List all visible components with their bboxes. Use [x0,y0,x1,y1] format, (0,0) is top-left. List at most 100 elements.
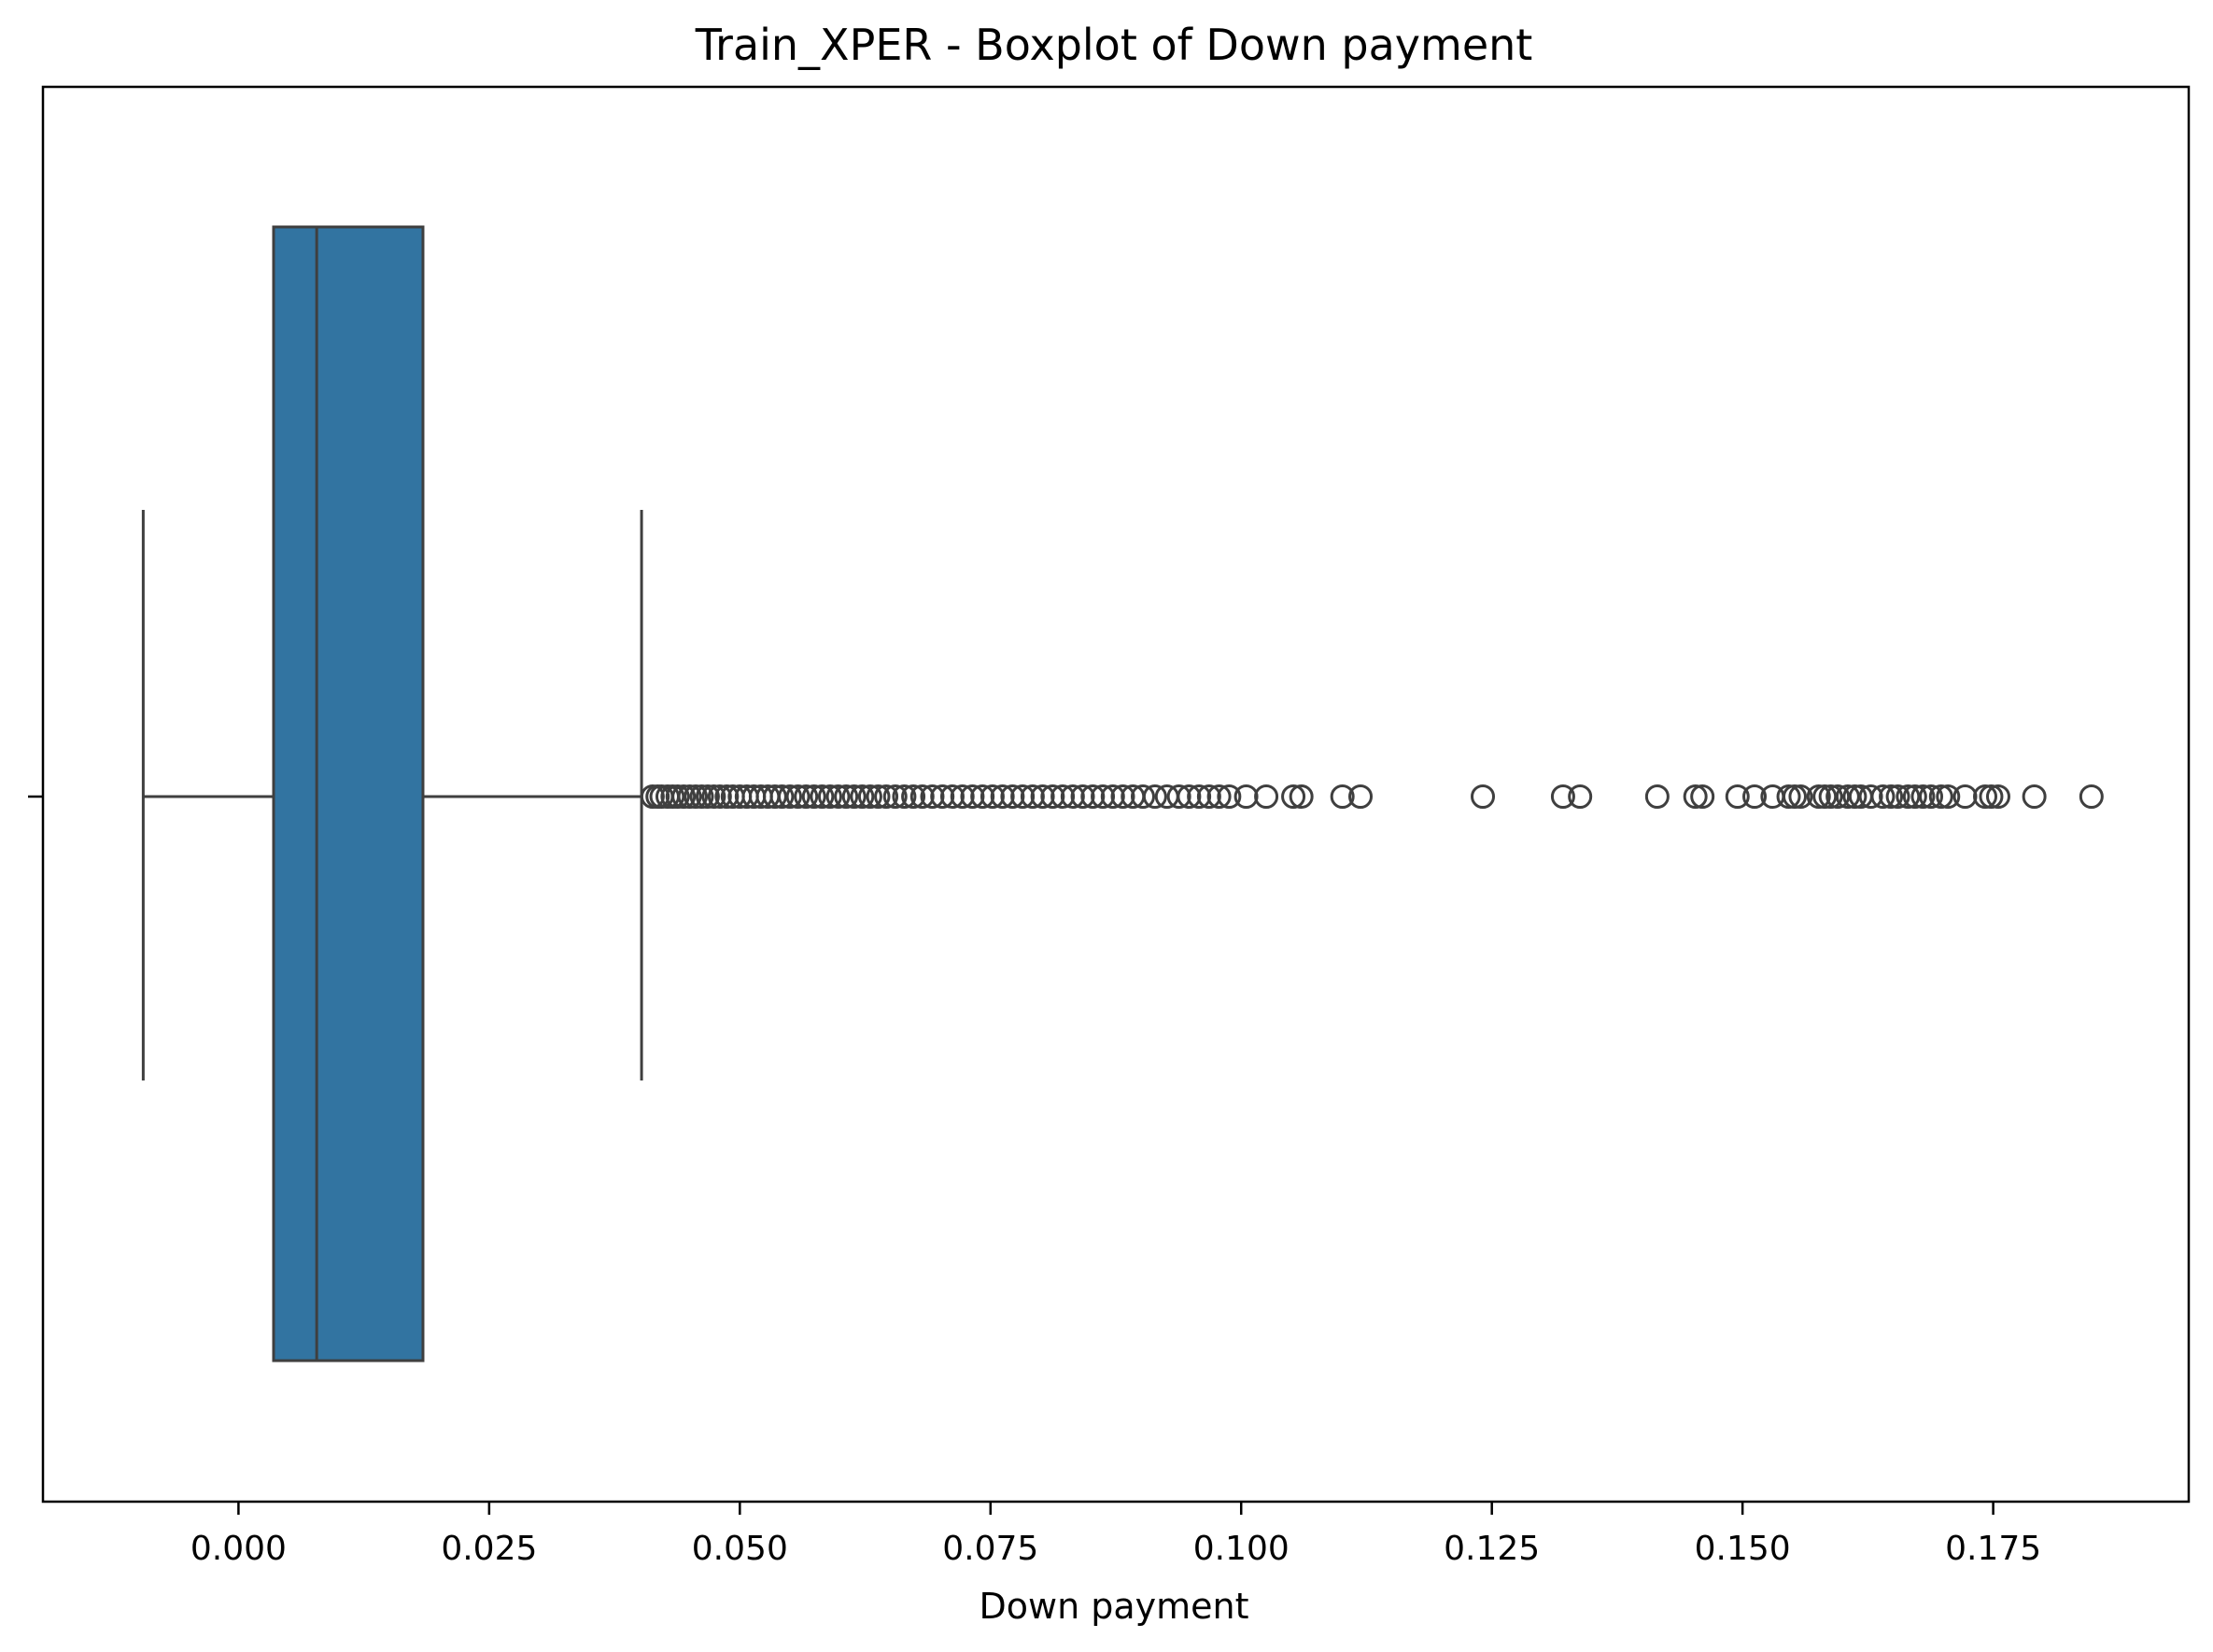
x-tick-label: 0.100 [1193,1530,1290,1568]
outlier-point [671,784,697,809]
outlier-point [1825,784,1851,809]
outlier-point [1177,784,1202,809]
outlier-point [1973,784,1998,809]
outlier-point [1142,784,1167,809]
outlier-point [1725,784,1750,809]
outlier-point [990,784,1015,809]
outlier-point [1812,784,1838,809]
outlier-point [1885,784,1910,809]
outlier-point [920,784,945,809]
x-axis-label: Down payment [979,1586,1248,1627]
outlier-point [892,784,917,809]
outlier-point [866,784,891,809]
outlier-point [1130,784,1155,809]
outlier-point [1080,784,1106,809]
outlier-point [1835,784,1860,809]
outlier-point [817,784,842,809]
outlier-point [1858,784,1883,809]
outlier-point [1040,784,1065,809]
outlier-point [970,784,995,809]
outlier-point [701,784,726,809]
outlier-point [1070,784,1095,809]
outlier-point [882,784,908,809]
outlier-point [1896,784,1921,809]
x-tick-label: 0.150 [1695,1530,1791,1568]
plot-area [141,225,2104,1363]
outlier-point [825,784,851,809]
outlier-point [785,784,810,809]
outlier-point [810,784,835,809]
outlier-point [1870,784,1896,809]
outlier-point [1776,784,1801,809]
x-tick-label: 0.025 [441,1530,537,1568]
outlier-point [1985,784,2010,809]
outlier-point [1550,784,1575,809]
outlier-point [1110,784,1135,809]
outlier-point [1091,784,1116,809]
outlier-point [1196,784,1221,809]
outlier-point [1806,784,1831,809]
outlier-point [857,784,882,809]
outlier-point [909,784,935,809]
outlier-point [1000,784,1025,809]
outlier-point [801,784,826,809]
x-tick-label: 0.000 [190,1530,287,1568]
outlier-point [707,784,732,809]
outlier-point [1902,784,1927,809]
outlier-point [1568,784,1593,809]
outlier-point [1879,784,1904,809]
outlier-point [850,784,875,809]
x-tick-label: 0.050 [692,1530,788,1568]
outlier-point [1788,784,1813,809]
outlier-point [1166,784,1191,809]
chart-title: Train_XPER - Boxplot of Down payment [695,20,1533,70]
outlier-point [1187,784,1212,809]
outlier-point [1060,784,1085,809]
outlier-point [834,784,859,809]
outlier-point [1030,784,1055,809]
outlier-point [1782,784,1807,809]
outlier-point [1952,784,1978,809]
outlier-point [950,784,975,809]
outlier-point [714,784,740,809]
iqr-box [272,225,425,1363]
outlier-point [677,784,702,809]
outlier-point [1644,784,1670,809]
outlier-point [1206,784,1232,809]
outlier-point [1742,784,1768,809]
outlier-point [695,784,720,809]
outlier-point [1010,784,1036,809]
plot-frame [41,85,2191,1504]
outlier-point [1690,784,1715,809]
outlier-point [1289,784,1314,809]
x-axis: 0.000 0.025 0.050 0.075 0.100 0.125 0.150 0.175 [190,1502,2041,1568]
x-tick-label: 0.175 [1945,1530,2041,1568]
outlier-point [665,784,690,809]
outlier-point [1217,784,1242,809]
outlier-point [1020,784,1045,809]
outlier-point [684,784,709,809]
outlier-point [960,784,985,809]
outlier-point [1928,784,1953,809]
outlier-point [794,784,819,809]
outlier-point [1471,784,1496,809]
outlier-point [2022,784,2047,809]
outlier-point [1919,784,1944,809]
outlier-point [1281,784,1306,809]
outlier-point [1842,784,1868,809]
outlier-point [762,784,787,809]
outlier-point [1979,784,2004,809]
x-tick-label: 0.075 [942,1530,1038,1568]
outlier-point [930,784,955,809]
outlier-point [939,784,965,809]
outlier-point [689,784,714,809]
outlier-point [1100,784,1125,809]
outlier-point [1348,784,1374,809]
outlier-point [769,784,795,809]
outlier-point [1233,784,1259,809]
outlier-point [841,784,867,809]
outlier-point [1683,784,1708,809]
outlier-point [901,784,926,809]
x-tick-label: 0.125 [1444,1530,1540,1568]
